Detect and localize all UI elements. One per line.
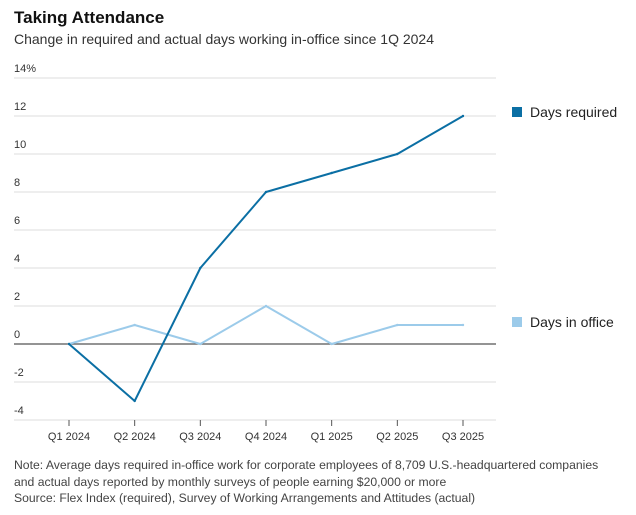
x-tick-label: Q3 2025 — [442, 431, 484, 443]
chart-title: Taking Attendance — [14, 8, 165, 27]
x-tick-label: Q3 2024 — [179, 431, 221, 443]
legend-swatch-days-in-office — [512, 317, 522, 327]
data-point — [264, 304, 268, 308]
data-point — [396, 152, 399, 156]
data-point — [133, 399, 136, 403]
line-chart: 14% 12 10 8 6 4 2 0 -2 -4 Q1 2024 Q2 2024 Q3 2024 Q4 … — [14, 63, 496, 443]
x-tick-label: Q2 2025 — [376, 431, 418, 443]
data-point — [330, 171, 333, 175]
y-tick-label: 6 — [14, 215, 20, 227]
data-point — [67, 342, 71, 346]
y-tick-label: -4 — [14, 405, 24, 417]
x-tick-label: Q1 2025 — [311, 431, 353, 443]
series-line-days-required — [68, 115, 464, 402]
series-lines — [67, 114, 465, 403]
x-tick-label: Q1 2024 — [48, 431, 90, 443]
y-tick-label: -2 — [14, 367, 24, 379]
x-axis — [68, 420, 464, 426]
data-point — [199, 266, 202, 270]
data-point — [264, 190, 268, 194]
y-tick-label: 4 — [14, 253, 20, 265]
tick-labels: 14% 12 10 8 6 4 2 0 -2 -4 Q1 2024 Q2 2024 Q3 2024 Q4 … — [14, 63, 484, 443]
legend-swatch-days-required — [512, 107, 522, 117]
y-tick-label: 2 — [14, 291, 20, 303]
data-point — [461, 114, 465, 118]
data-point — [199, 342, 202, 346]
note-line-1: Note: Average days required in-office wo… — [14, 458, 599, 472]
chart-subtitle: Change in required and actual days worki… — [14, 31, 434, 47]
x-tick-label: Q4 2024 — [245, 431, 287, 443]
footnote: Note: Average days required in-office wo… — [14, 457, 626, 507]
source-line: Source: Flex Index (required), Survey of… — [14, 491, 476, 505]
x-tick-label: Q2 2024 — [114, 431, 156, 443]
y-tick-label: 14% — [14, 63, 36, 75]
y-tick-label: 12 — [14, 101, 26, 113]
note-line-2: and actual days reported by monthly surv… — [14, 474, 447, 489]
series-line-days-in-office — [68, 305, 463, 345]
data-point — [133, 323, 136, 327]
legend-label-days-in-office: Days in office — [530, 314, 614, 330]
data-point — [330, 342, 333, 346]
data-point — [461, 323, 465, 327]
legend-days-in-office: Days in office — [512, 314, 614, 330]
y-tick-label: 0 — [14, 329, 20, 341]
data-point — [396, 323, 399, 327]
y-tick-label: 10 — [14, 139, 26, 151]
legend-label-days-required: Days required — [530, 104, 618, 120]
y-tick-label: 8 — [14, 177, 20, 189]
legend-days-required: Days required — [512, 104, 617, 120]
gridlines — [14, 77, 496, 421]
